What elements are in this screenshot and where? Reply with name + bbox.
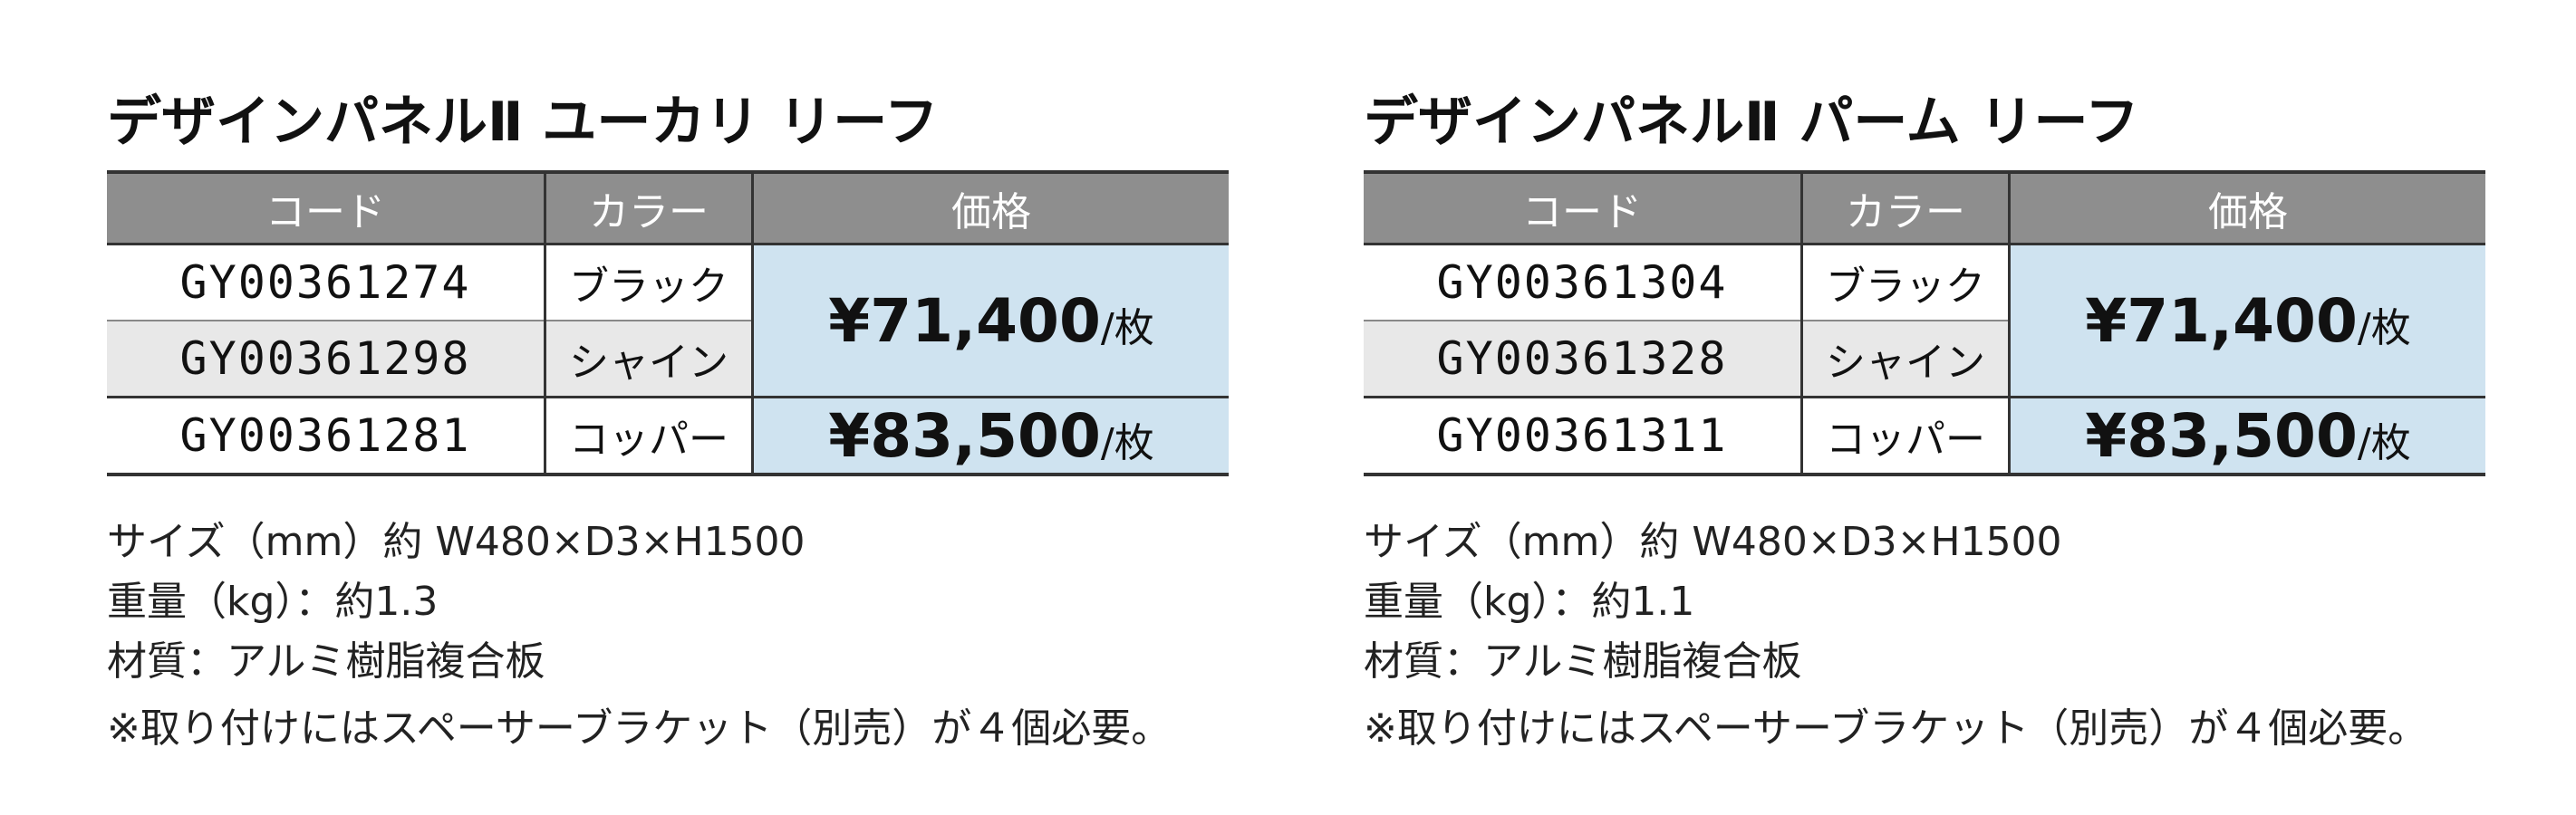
table-row: GY00361328 シャイン — [1364, 320, 2485, 398]
panel-title: デザインパネルⅡ ユーカリ リーフ — [107, 91, 939, 154]
column-header: カラー — [1800, 170, 2010, 244]
price-unit: /枚 — [1100, 419, 1154, 466]
price-cell: ¥83,500/枚 — [2008, 396, 2485, 476]
table-row: GY00361274 ブラック ¥71,400/枚 — [107, 243, 1229, 398]
product-panel: デザインパネルⅡ ユーカリ リーフ コード カラー 価格 GY00361274 ブラック ¥… — [107, 82, 1229, 759]
price-unit: /枚 — [1100, 304, 1154, 351]
code-cell: GY00361304 — [1364, 243, 1802, 321]
price-amount: ¥71,400 — [828, 285, 1101, 356]
spec-line: サイズ（mm）約 W480×D3×H1500 — [107, 519, 806, 565]
header-row: コード カラー 価格 — [1364, 170, 2485, 244]
price-table: コード カラー 価格 GY00361304 ブラック ¥71,400/枚 GY0036132… — [1364, 170, 2485, 476]
price-amount: ¥83,500 — [2085, 400, 2358, 471]
header-row: コード カラー 価格 — [107, 170, 1229, 244]
table-row: GY00361304 ブラック ¥71,400/枚 — [1364, 243, 2485, 398]
spec-list: サイズ（mm）約 W480×D3×H1500 重量（kg）：約1.1 材質：アルミ樹… — [1364, 513, 2485, 759]
color-cell: コッパー — [1800, 396, 2010, 476]
table-row: GY00361281 コッパー ¥83,500/枚 — [107, 396, 1229, 476]
price-unit: /枚 — [2357, 304, 2411, 351]
price-table: コード カラー 価格 GY00361274 ブラック ¥71,400/枚 GY0036129… — [107, 170, 1229, 476]
column-header: コード — [107, 170, 545, 244]
spec-list: サイズ（mm）約 W480×D3×H1500 重量（kg）：約1.3 材質：アルミ樹… — [107, 513, 1229, 759]
spec-line: 材質：アルミ樹脂複合板 — [107, 638, 545, 685]
column-header: カラー — [544, 170, 753, 244]
spec-line: 重量（kg）：約1.3 — [107, 579, 439, 625]
product-panel: デザインパネルⅡ パーム リーフ コード カラー 価格 GY00361304 ブラック ¥7… — [1364, 82, 2485, 759]
spec-line: 重量（kg）：約1.1 — [1364, 579, 1695, 625]
price-cell: ¥71,400/枚 — [2008, 243, 2485, 398]
price-cell: ¥83,500/枚 — [751, 396, 1229, 476]
code-cell: GY00361311 — [1364, 396, 1802, 476]
color-cell: ブラック — [1800, 243, 2010, 321]
column-header: コード — [1364, 170, 1802, 244]
price-amount: ¥83,500 — [828, 400, 1101, 471]
price-amount: ¥71,400 — [2085, 285, 2358, 356]
table-row: GY00361298 シャイン — [107, 320, 1229, 398]
column-header: 価格 — [751, 170, 1229, 244]
code-cell: GY00361298 — [107, 320, 545, 398]
code-cell: GY00361274 — [107, 243, 545, 321]
spec-line: ※取り付けにはスペーサーブラケット（別売）が４個必要。 — [107, 705, 1172, 752]
price-cell: ¥71,400/枚 — [751, 243, 1229, 398]
color-cell: シャイン — [544, 320, 753, 398]
spec-line: 材質：アルミ樹脂複合板 — [1364, 638, 1802, 685]
color-cell: ブラック — [544, 243, 753, 321]
price-unit: /枚 — [2357, 419, 2411, 466]
column-header: 価格 — [2008, 170, 2485, 244]
spec-line: ※取り付けにはスペーサーブラケット（別売）が４個必要。 — [1364, 705, 2428, 752]
panel-title: デザインパネルⅡ パーム リーフ — [1364, 91, 2139, 154]
code-cell: GY00361328 — [1364, 320, 1802, 398]
color-cell: コッパー — [544, 396, 753, 476]
spec-line: サイズ（mm）約 W480×D3×H1500 — [1364, 519, 2062, 565]
table-row: GY00361311 コッパー ¥83,500/枚 — [1364, 396, 2485, 476]
code-cell: GY00361281 — [107, 396, 545, 476]
color-cell: シャイン — [1800, 320, 2010, 398]
